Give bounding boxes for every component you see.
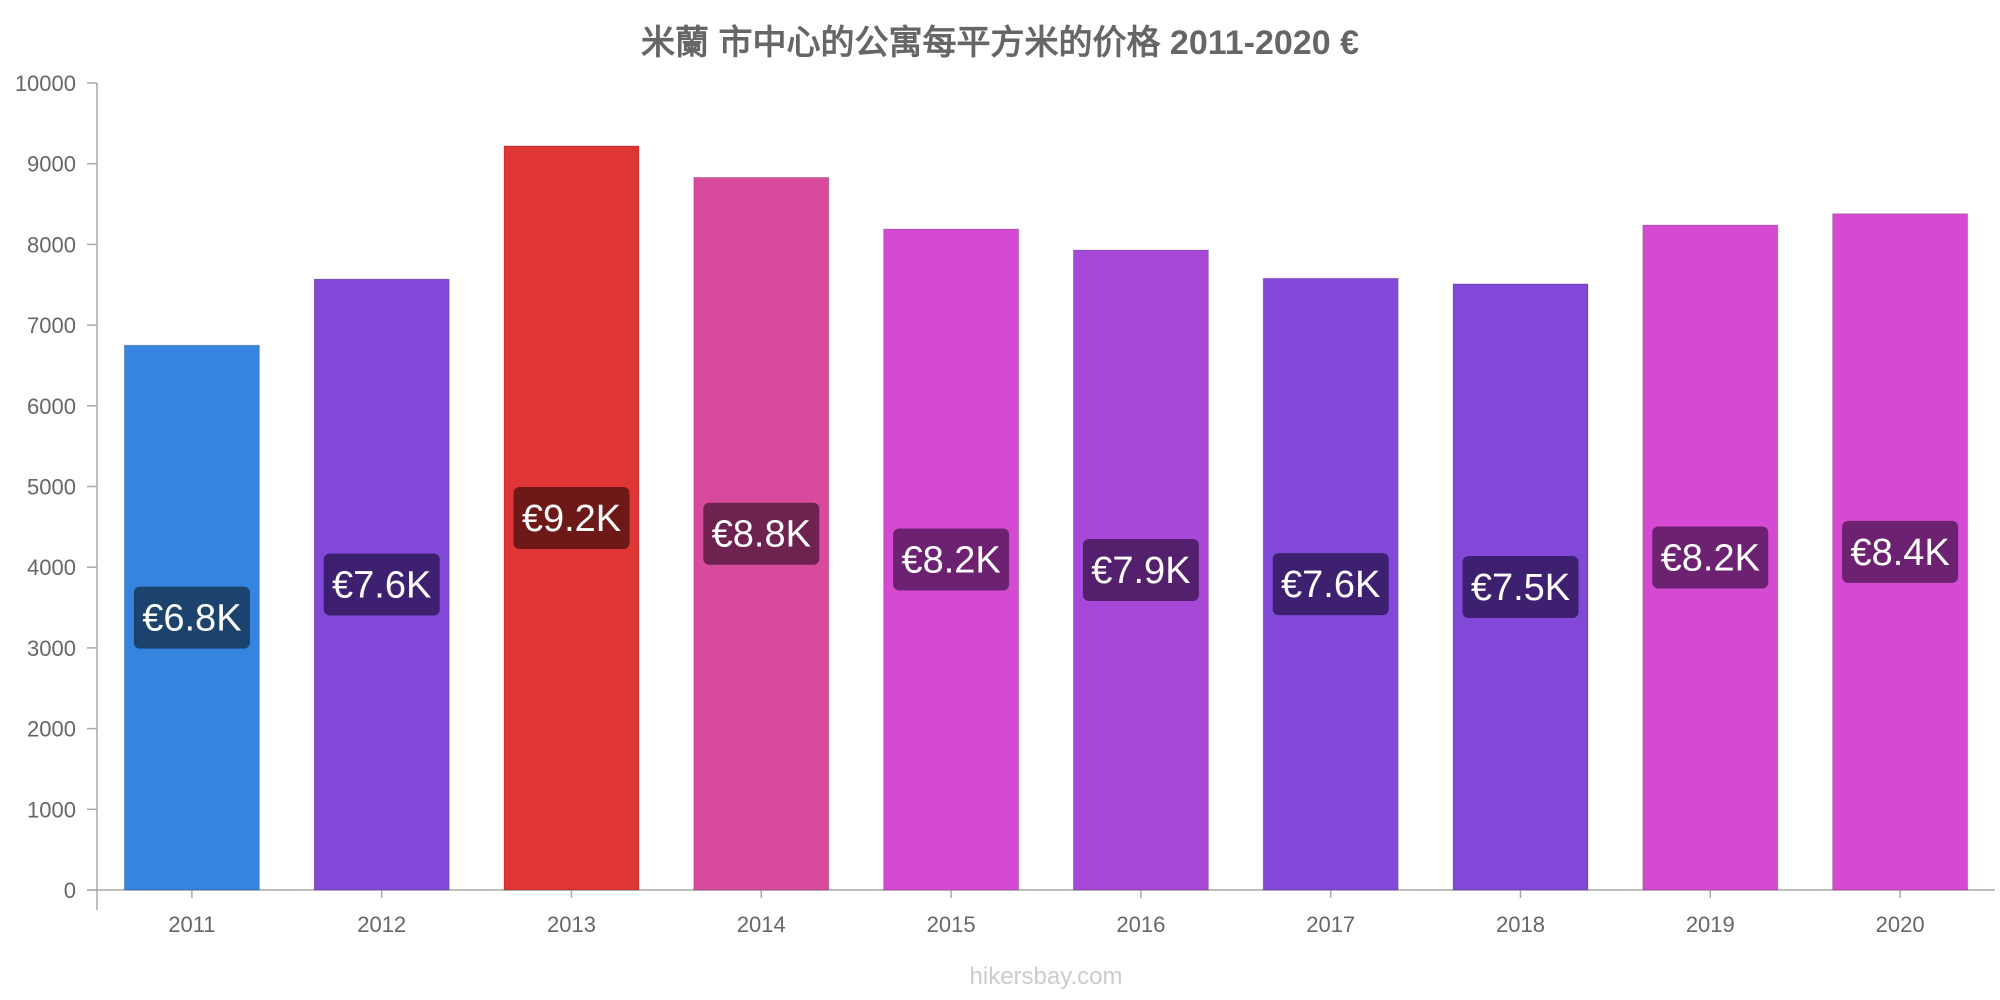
data-label-2011: €6.8K (142, 598, 241, 640)
y-tick-label: 10000 (15, 71, 76, 96)
x-tick-label-2014: 2014 (737, 912, 786, 937)
data-label-bg-2016 (1082, 539, 1199, 602)
data-label-bg-2020 (1842, 520, 1959, 583)
y-tick-label: 0 (64, 878, 76, 903)
data-label-bg-2011 (133, 586, 250, 649)
y-tick-label: 2000 (27, 717, 76, 742)
data-label-2018: €7.5K (1471, 567, 1570, 609)
data-label-bg-2017 (1272, 553, 1389, 616)
chart-title: 米蘭 市中心的公寓每平方米的价格 2011-2020 € (641, 23, 1359, 62)
y-tick-label: 1000 (27, 797, 76, 822)
y-tick-label: 6000 (27, 394, 76, 419)
data-label-bg-2018 (1462, 555, 1579, 618)
bars-group (123, 145, 1969, 891)
x-tick-label-2013: 2013 (547, 912, 596, 937)
data-label-2014: €8.8K (712, 514, 811, 556)
x-tick-label-2020: 2020 (1876, 912, 1925, 937)
data-label-2017: €7.6K (1281, 564, 1380, 606)
y-axis: 0 1000 2000 3000 4000 5000 6000 7000 8000 9000 100… (15, 71, 98, 910)
data-label-2019: €8.2K (1661, 538, 1760, 580)
watermark: hikersbay.com (970, 963, 1123, 990)
data-label-2015: €8.2K (901, 540, 1000, 582)
data-label-bg-2019 (1652, 526, 1769, 589)
y-tick-label: 8000 (27, 232, 76, 257)
x-tick-label-2016: 2016 (1116, 912, 1165, 937)
data-label-bg-2012 (323, 553, 440, 616)
data-label-bg-2015 (893, 528, 1010, 591)
data-label-2013: €9.2K (522, 498, 621, 540)
y-tick-label: 9000 (27, 152, 76, 177)
data-labels-group: €6.8K €7.6K €9.2K €8.8K €8.2K €7.9K €7.6K €7.5K… (133, 486, 1959, 649)
data-label-bg-2013 (513, 486, 630, 549)
y-tick-label: 7000 (27, 313, 76, 338)
x-tick-label-2012: 2012 (357, 912, 406, 937)
x-tick-label-2015: 2015 (927, 912, 976, 937)
x-tick-label-2018: 2018 (1496, 912, 1545, 937)
data-label-2012: €7.6K (332, 565, 431, 607)
x-tick-label-2011: 2011 (168, 912, 215, 937)
data-label-bg-2014 (703, 502, 820, 565)
data-label-2020: €8.4K (1850, 532, 1949, 574)
x-tick-label-2019: 2019 (1686, 912, 1735, 937)
data-label-2016: €7.9K (1091, 550, 1190, 592)
x-axis: 2011 2012 2013 2014 2015 2016 2017 2018 2019 2020 (87, 889, 1995, 937)
y-tick-label: 4000 (27, 555, 76, 580)
y-tick-label: 5000 (27, 475, 76, 500)
y-tick-label: 3000 (27, 636, 76, 661)
x-tick-label-2017: 2017 (1306, 912, 1355, 937)
